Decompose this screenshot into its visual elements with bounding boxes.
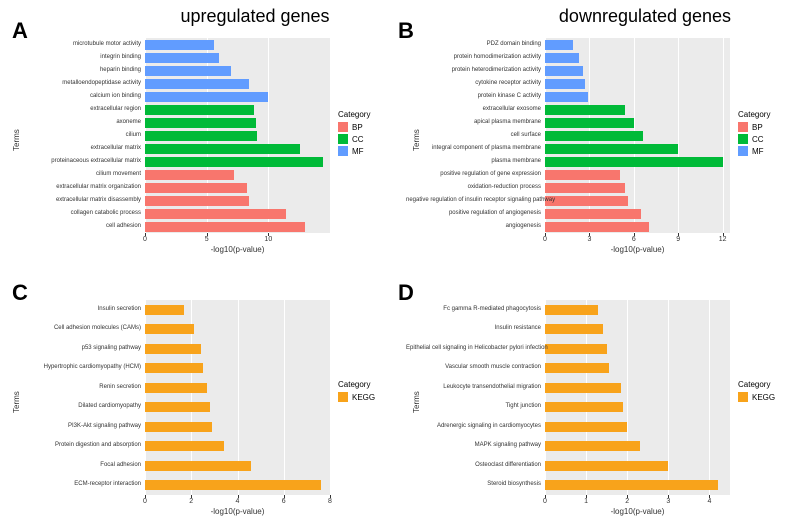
y-tick-label: Insulin resistance xyxy=(406,325,541,331)
bar xyxy=(545,305,598,315)
gridline xyxy=(709,300,710,495)
y-tick-label: Tight junction xyxy=(406,403,541,409)
y-tick-label: Leukocyte transendothelial migration xyxy=(406,384,541,390)
bar xyxy=(545,480,718,490)
bar xyxy=(545,441,640,451)
x-axis-title: -log10(p-value) xyxy=(545,507,730,516)
y-tick-label: Steroid biosynthesis xyxy=(406,481,541,487)
bar xyxy=(545,422,627,432)
bar xyxy=(545,402,623,412)
bar xyxy=(545,344,607,354)
x-tick-label: 2 xyxy=(625,498,629,505)
figure-root: upregulated genes downregulated genes A … xyxy=(0,0,790,526)
bar xyxy=(545,461,668,471)
y-tick-label: Epithelial cell signaling in Helicobacte… xyxy=(406,345,541,351)
bar xyxy=(545,383,621,393)
legend-item: KEGG xyxy=(738,392,775,402)
y-tick-label: Fc gamma R-mediated phagocytosis xyxy=(406,306,541,312)
y-tick-label: MAPK signaling pathway xyxy=(406,442,541,448)
legend-label: KEGG xyxy=(752,393,775,402)
gridline xyxy=(668,300,669,495)
plot-area xyxy=(545,300,730,495)
y-tick-label: Vascular smooth muscle contraction xyxy=(406,364,541,370)
y-axis-title: Terms xyxy=(412,391,421,413)
x-tick-label: 1 xyxy=(584,498,588,505)
legend: Category KEGG xyxy=(738,380,775,404)
x-tick-label: 0 xyxy=(543,498,547,505)
bar xyxy=(545,324,603,334)
panel-d: 0 1 2 3 4 Fc gamma R-mediated phagocytosis Ins… xyxy=(0,0,790,526)
bar xyxy=(545,363,609,373)
legend-title: Category xyxy=(738,380,775,389)
y-tick-label: Osteoclast differentiation xyxy=(406,462,541,468)
x-tick-label: 3 xyxy=(666,498,670,505)
x-tick-label: 4 xyxy=(707,498,711,505)
y-tick-label: Adrenergic signaling in cardiomyocytes xyxy=(406,423,541,429)
legend-swatch xyxy=(738,392,748,402)
